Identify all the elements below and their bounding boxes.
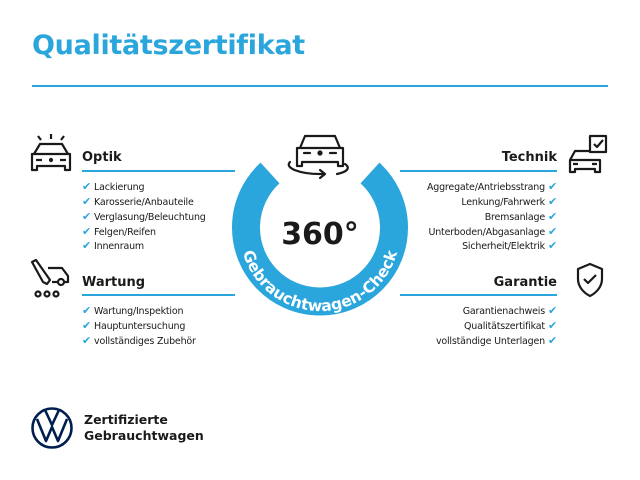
section-divider: [82, 294, 235, 296]
section-divider: [82, 170, 235, 172]
list-item: Qualitätszertifikat ✔: [463, 319, 557, 332]
section-divider: [400, 294, 557, 296]
service-car-wrench-icon: [30, 258, 70, 298]
badge-ring: [232, 162, 408, 316]
footer-line2: Gebrauchtwagen: [84, 428, 204, 443]
list-item: Unterboden/Abgasanlage ✔: [428, 225, 557, 238]
check-icon: ✔: [547, 334, 557, 347]
car-lights-icon: [30, 134, 72, 172]
list-item: Garantienachweis ✔: [462, 304, 557, 317]
shield-check-icon: [576, 262, 604, 298]
check-icon: ✔: [82, 210, 92, 223]
check-icon: ✔: [547, 210, 557, 223]
check-icon: ✔: [82, 195, 92, 208]
check-icon: ✔: [547, 319, 557, 332]
list-item: ✔ vollständiges Zubehör: [82, 334, 196, 347]
section-divider: [400, 170, 557, 172]
section-heading: Technik: [501, 150, 557, 165]
list-item: Bremsanlage ✔: [484, 210, 557, 223]
list-item: ✔ Lackierung: [82, 180, 145, 193]
list-item: ✔ Karosserie/Anbauteile: [82, 195, 194, 208]
list-item: Sicherheit/Elektrik ✔: [462, 239, 557, 252]
list-item: ✔ Hauptuntersuchung: [82, 319, 186, 332]
check-icon: ✔: [82, 319, 92, 332]
list-item: Aggregate/Antriebsstrang ✔: [426, 180, 557, 193]
list-item: ✔ Innenraum: [82, 239, 144, 252]
title-divider: [32, 85, 608, 87]
car-checklist-icon: [568, 134, 608, 174]
check-icon: ✔: [82, 239, 92, 252]
list-item: ✔ Verglasung/Beleuchtung: [82, 210, 206, 223]
footer-line1: Zertifizierte: [84, 412, 168, 427]
section-heading: Optik: [82, 150, 122, 165]
list-item: ✔ Wartung/Inspektion: [82, 304, 184, 317]
badge-360: 360°: [281, 217, 359, 252]
check-icon: ✔: [82, 225, 92, 238]
car-rotate-icon: [287, 134, 349, 180]
check-icon: ✔: [82, 334, 92, 347]
page-title: Qualitätszertifikat: [32, 30, 305, 61]
list-item: ✔ Felgen/Reifen: [82, 225, 156, 238]
360-badge: 360° Gebrauchtwagen-Check: [232, 134, 408, 316]
check-icon: ✔: [547, 195, 557, 208]
list-item: vollständige Unterlagen ✔: [435, 334, 557, 347]
section-heading: Garantie: [493, 275, 557, 290]
section-heading: Wartung: [82, 275, 146, 290]
check-icon: ✔: [547, 225, 557, 238]
check-icon: ✔: [547, 239, 557, 252]
check-icon: ✔: [82, 180, 92, 193]
check-icon: ✔: [547, 180, 557, 193]
vw-logo: [31, 407, 73, 449]
check-icon: ✔: [547, 304, 557, 317]
list-item: Lenkung/Fahrwerk ✔: [461, 195, 557, 208]
check-icon: ✔: [82, 304, 92, 317]
